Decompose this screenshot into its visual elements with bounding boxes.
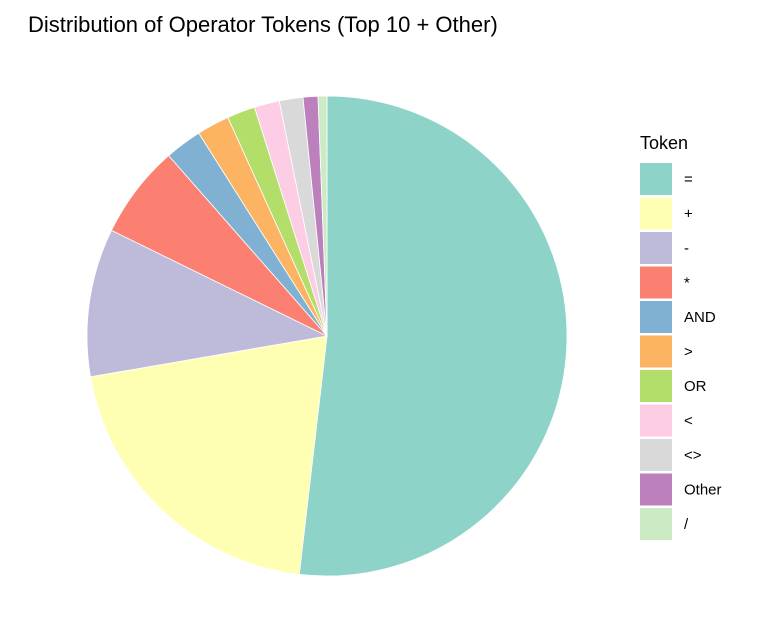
legend-items: = + - * AND > OR < <> Other /: [640, 163, 722, 540]
legend-label-4: AND: [684, 309, 716, 326]
legend-label-1: +: [684, 206, 693, 223]
legend-label-0: =: [684, 171, 693, 188]
legend-label-6: OR: [684, 378, 707, 395]
legend-swatch-4: [640, 301, 672, 333]
legend-swatch-7: [640, 404, 672, 437]
legend-title: Token: [640, 133, 688, 153]
chart-title: Distribution of Operator Tokens (Top 10 …: [28, 12, 498, 37]
legend-swatch-10: [640, 508, 672, 540]
legend-swatch-0: [640, 163, 672, 195]
legend-swatch-2: [640, 232, 672, 264]
legend-label-3: *: [684, 275, 690, 292]
legend-label-10: /: [684, 516, 689, 533]
legend-swatch-5: [640, 335, 672, 368]
legend-swatch-3: [640, 266, 672, 299]
legend-swatch-1: [640, 197, 672, 230]
legend-swatch-9: [640, 473, 672, 506]
pie-slice-1: [90, 335, 328, 575]
pie-slice-10: [317, 95, 328, 337]
legend-swatch-8: [640, 439, 672, 471]
legend: Token = + - * AND > OR < <> Other /: [640, 133, 722, 540]
legend-label-2: -: [684, 240, 689, 257]
pie-slices: [86, 95, 568, 577]
legend-label-5: >: [684, 344, 693, 361]
legend-swatch-6: [640, 370, 672, 402]
legend-label-8: <>: [684, 447, 702, 464]
pie-slice-2: [86, 229, 329, 378]
legend-label-7: <: [684, 413, 693, 430]
pie-slice-0: [298, 95, 568, 577]
legend-label-9: Other: [684, 482, 722, 499]
